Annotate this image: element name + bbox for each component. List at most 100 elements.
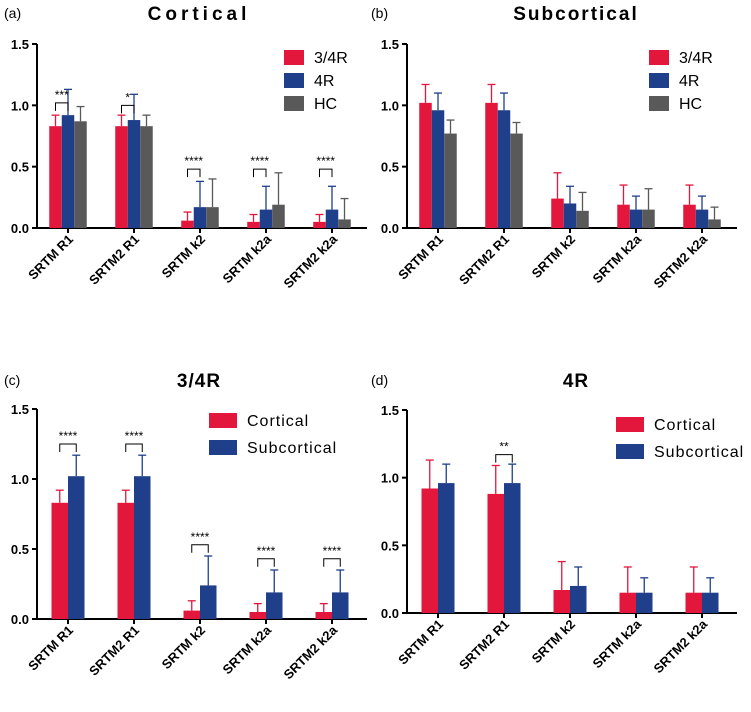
y-tick-label: 1.0 — [11, 472, 29, 487]
panel-a: (a) Cortical 0.0 0.5 1.0 1.5 SRTM R1 SRTM2 R1 SR… — [4, 4, 367, 291]
legend-label: 4R — [679, 73, 699, 90]
y-tick-label: 0.5 — [381, 160, 399, 175]
bar-Subcortical-4 — [702, 592, 719, 613]
bar-4R-3 — [259, 209, 273, 228]
y-tick-label: 1.5 — [381, 403, 399, 418]
bar-HC-2 — [206, 207, 219, 228]
chart-title: 3/4R — [177, 371, 221, 392]
significance-bracket — [319, 168, 333, 178]
legend-swatch-3/4R — [284, 50, 304, 65]
bar-4R-3 — [629, 209, 643, 228]
y-tick-label: 1.0 — [11, 98, 29, 113]
y-tick-label: 0.0 — [381, 221, 399, 236]
significance-label: * — [125, 90, 130, 104]
bar-4R-0 — [431, 110, 445, 228]
x-tick-label: SRTM2 R1 — [86, 232, 142, 288]
significance-label: **** — [316, 154, 335, 168]
legend-swatch-4R — [649, 73, 669, 88]
bar-3/4R-1 — [485, 102, 498, 228]
bar-HC-0 — [444, 133, 457, 228]
bar-4R-1 — [127, 120, 141, 228]
significance-label: **** — [184, 154, 203, 168]
bar-HC-4 — [708, 219, 721, 228]
x-tick-label: SRTM k2a — [220, 231, 275, 286]
panel-label: (d) — [371, 372, 388, 388]
significance-label: **** — [191, 530, 210, 544]
bar-HC-2 — [576, 210, 589, 228]
bar-HC-4 — [338, 219, 351, 228]
chart-title: Subcortical — [513, 4, 638, 25]
bar-Subcortical-1 — [134, 476, 151, 619]
x-tick-label: SRTM k2a — [590, 231, 645, 286]
bar-3/4R-2 — [551, 198, 564, 228]
significance-label: **** — [257, 544, 276, 558]
panel-b: (b) Subcortical 0.0 0.5 1.0 1.5 SRTM R1 SRTM2 R… — [371, 4, 737, 291]
x-tick-label: SRTM2 R1 — [456, 232, 512, 288]
legend-swatch-Cortical — [209, 413, 237, 428]
bar-HC-1 — [140, 126, 153, 228]
x-tick-label: SRTM k2a — [590, 616, 645, 671]
y-tick-label: 1.5 — [381, 37, 399, 52]
chart-title: Cortical — [148, 4, 251, 25]
x-tick-label: SRTM2 R1 — [456, 617, 512, 673]
y-tick-label: 0.0 — [11, 612, 29, 627]
panel-label: (b) — [371, 5, 388, 21]
significance-bracket — [121, 104, 135, 114]
significance-bracket — [257, 558, 275, 567]
legend-swatch-HC — [649, 96, 669, 111]
bar-HC-3 — [272, 204, 285, 228]
legend-swatch-4R — [284, 73, 304, 88]
significance-label: ** — [499, 440, 509, 454]
bar-Cortical-4 — [685, 592, 702, 613]
y-tick-label: 0.0 — [381, 606, 399, 621]
significance-bracket — [187, 168, 201, 178]
significance-bracket — [495, 454, 513, 463]
bar-3/4R-3 — [617, 204, 630, 228]
significance-bracket — [191, 544, 209, 553]
bar-Subcortical-4 — [332, 592, 349, 619]
x-tick-label: SRTM R1 — [395, 232, 446, 283]
y-tick-label: 1.0 — [381, 471, 399, 486]
x-tick-label: SRTM k2 — [529, 617, 578, 666]
legend-label: HC — [314, 96, 337, 113]
y-tick-label: 0.5 — [381, 538, 399, 553]
legend-label: HC — [679, 96, 702, 113]
legend-swatch-Cortical — [616, 417, 644, 432]
x-tick-label: SRTM2 k2a — [280, 231, 340, 291]
significance-bracket — [59, 443, 77, 452]
significance-label: **** — [323, 544, 342, 558]
significance-label: **** — [59, 429, 78, 443]
bar-3/4R-3 — [247, 221, 260, 228]
significance-bracket — [253, 168, 267, 178]
bar-3/4R-0 — [419, 102, 432, 228]
legend-swatch-Subcortical — [209, 440, 237, 455]
bar-3/4R-2 — [181, 220, 194, 228]
panel-label: (a) — [4, 5, 21, 21]
x-tick-label: SRTM k2a — [220, 622, 275, 677]
y-tick-label: 1.5 — [11, 402, 29, 417]
bar-3/4R-0 — [49, 126, 62, 228]
bar-HC-1 — [510, 133, 523, 228]
bar-4R-2 — [193, 207, 207, 228]
bar-Subcortical-3 — [266, 592, 283, 619]
bar-Subcortical-3 — [636, 592, 653, 613]
bar-4R-1 — [497, 110, 511, 228]
y-tick-label: 1.5 — [11, 37, 29, 52]
legend-label: Cortical — [654, 417, 716, 434]
x-tick-label: SRTM R1 — [25, 623, 76, 674]
bar-Cortical-0 — [51, 502, 68, 619]
significance-bracket — [55, 102, 69, 111]
panel-label: (c) — [4, 372, 20, 388]
significance-label: **** — [250, 154, 269, 168]
legend-label: Subcortical — [247, 440, 337, 457]
bar-3/4R-4 — [683, 204, 696, 228]
x-tick-label: SRTM2 k2a — [280, 622, 340, 682]
bar-Cortical-1 — [117, 502, 134, 619]
x-tick-label: SRTM R1 — [25, 232, 76, 283]
significance-bracket — [125, 443, 143, 452]
bar-3/4R-4 — [313, 221, 326, 228]
bar-Cortical-1 — [487, 493, 504, 613]
y-tick-label: 0.0 — [11, 221, 29, 236]
